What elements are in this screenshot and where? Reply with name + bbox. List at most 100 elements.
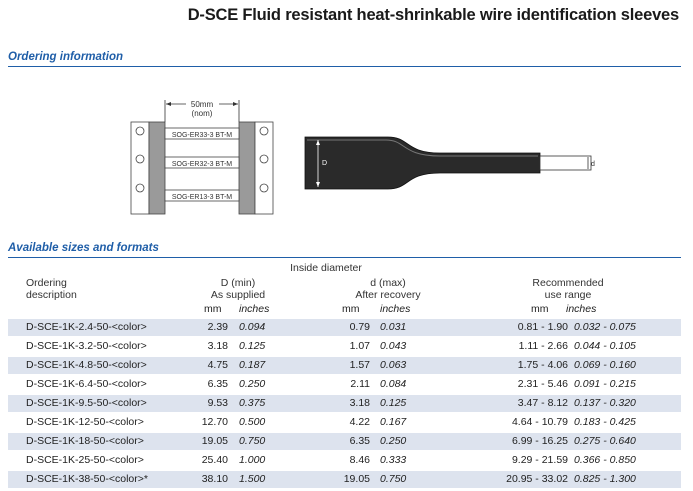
cell-d-mm: 2.11	[350, 378, 370, 390]
cell-d-in: 0.031	[380, 321, 407, 333]
table-row: D-SCE-1K-18-50-<color> 19.05 0.750 6.35 0.25…	[8, 433, 681, 450]
cell-desc: D-SCE-1K-3.2-50-<color>	[26, 340, 147, 352]
big-d-arrow-top-icon	[316, 140, 320, 145]
cell-r-in: 0.366 - 0.850	[574, 454, 636, 466]
col-header-ordering: Ordering description	[26, 277, 77, 301]
sprocket-hole-icon	[259, 126, 269, 136]
sprocket-hole-icon	[135, 126, 145, 136]
cell-d-in: 0.167	[380, 416, 407, 428]
cell-d-in: 1.000	[239, 454, 266, 466]
carrier-strip-right	[254, 121, 274, 215]
carrier-band-right	[238, 121, 256, 215]
cell-desc: D-SCE-1K-38-50-<color>*	[26, 473, 148, 485]
cell-r-mm: 20.95 - 33.02	[506, 473, 568, 485]
big-d-arrow-bottom-icon	[316, 182, 320, 187]
small-d-label: d	[591, 161, 595, 168]
cell-r-mm: 2.31 - 5.46	[517, 378, 568, 390]
cell-desc: D-SCE-1K-25-50-<color>	[26, 454, 144, 466]
page-title: D-SCE Fluid resistant heat-shrinkable wi…	[187, 6, 680, 24]
sleeve-shape	[304, 136, 541, 190]
table-row: D-SCE-1K-4.8-50-<color> 4.75 0.187 1.57 0.06…	[8, 357, 681, 374]
cell-d-in: 0.333	[380, 454, 407, 466]
cell-desc: D-SCE-1K-4.8-50-<color>	[26, 359, 147, 371]
sprocket-hole-icon	[259, 154, 269, 164]
cell-d-in: 0.250	[239, 378, 266, 390]
unit-in-D: inches	[239, 303, 270, 315]
cell-r-mm: 1.11 - 2.66	[518, 340, 568, 352]
cell-d-mm: 12.70	[201, 416, 228, 428]
cell-d-in: 0.125	[239, 340, 266, 352]
sleeve-carrier: SOG-ER33-3 BT-M SOG-ER32-3 BT-M SOG-ER13…	[130, 121, 274, 215]
cell-d-mm: 9.53	[207, 397, 228, 409]
cell-desc: D-SCE-1K-12-50-<color>	[26, 416, 144, 428]
table-row: D-SCE-1K-2.4-50-<color> 2.39 0.094 0.79 0.03…	[8, 319, 681, 336]
cell-desc: D-SCE-1K-9.5-50-<color>	[26, 397, 147, 409]
cell-d-mm: 6.35	[207, 378, 228, 390]
carrier-strip-left	[130, 121, 150, 215]
cell-r-mm: 9.29 - 21.59	[511, 454, 568, 466]
cell-d-mm: 4.75	[207, 359, 228, 371]
cell-r-in: 0.069 - 0.160	[574, 359, 636, 371]
cell-r-mm: 4.64 - 10.79	[511, 416, 568, 428]
cell-r-in: 0.275 - 0.640	[574, 435, 636, 447]
cell-r-in: 0.032 - 0.075	[574, 321, 636, 333]
cell-d-in: 0.187	[239, 359, 266, 371]
dimension-label: 50mm	[191, 100, 214, 109]
col-header-d-min: D (min) As supplied	[210, 277, 266, 301]
unit-in-r: inches	[566, 303, 597, 315]
cell-d-in: 0.750	[380, 473, 407, 485]
cell-d-mm: 25.40	[201, 454, 228, 466]
carrier-band-left	[148, 121, 166, 215]
sleeve-1	[164, 127, 240, 140]
cell-r-in: 0.044 - 0.105	[574, 340, 636, 352]
dimension-label-nom: (nom)	[192, 109, 213, 118]
cell-r-in: 0.825 - 1.300	[574, 473, 636, 485]
sleeve-label-1: SOG-ER33-3 BT-M	[172, 132, 232, 139]
cell-r-in: 0.183 - 0.425	[574, 416, 636, 428]
sprocket-hole-icon	[135, 183, 145, 193]
cell-desc: D-SCE-1K-6.4-50-<color>	[26, 378, 147, 390]
dimension-indicator: 50mm (nom)	[164, 100, 240, 122]
available-sizes-heading: Available sizes and formats	[8, 242, 159, 254]
cell-d-in: 0.250	[380, 435, 407, 447]
cell-r-in: 0.091 - 0.215	[574, 378, 636, 390]
ordering-info-heading: Ordering information	[8, 51, 123, 63]
shrink-profile-diagram: D d	[304, 136, 595, 190]
arrow-left-icon	[166, 102, 171, 106]
table-row: D-SCE-1K-6.4-50-<color> 6.35 0.250 2.11 0.08…	[8, 376, 681, 393]
unit-in-d: inches	[380, 303, 411, 315]
cell-r-mm: 3.47 - 8.12	[517, 397, 568, 409]
sleeve-2	[164, 156, 240, 169]
cell-d-mm: 6.35	[349, 435, 370, 447]
cell-d-in: 0.375	[239, 397, 266, 409]
cell-d-mm: 3.18	[207, 340, 228, 352]
cell-d-in: 0.125	[380, 397, 407, 409]
cell-d-mm: 0.79	[349, 321, 370, 333]
col-header-d-max: d (max) After recovery	[355, 277, 421, 301]
product-diagrams: 50mm (nom) SOG-ER33-3 BT-M SOG-ER32-3 BT…	[130, 100, 595, 215]
cell-d-in: 0.750	[239, 435, 266, 447]
table-row: D-SCE-1K-12-50-<color> 12.70 0.500 4.22 0.16…	[8, 414, 681, 431]
cell-d-mm: 38.10	[201, 473, 228, 485]
arrow-right-icon	[233, 102, 238, 106]
cell-d-in: 1.500	[239, 473, 266, 485]
col-header-recommended: Recommended use range	[532, 277, 604, 301]
cell-d-mm: 3.18	[349, 397, 370, 409]
ordering-info-rule	[8, 66, 681, 67]
unit-mm-r: mm	[531, 303, 549, 315]
sleeve-highlight	[307, 139, 538, 157]
cell-d-mm: 19.05	[343, 473, 370, 485]
unit-mm-D: mm	[204, 303, 222, 315]
table-row: D-SCE-1K-9.5-50-<color> 9.53 0.375 3.18 0.12…	[8, 395, 681, 412]
cell-r-mm: 1.75 - 4.06	[517, 359, 568, 371]
cell-d-mm: 8.46	[349, 454, 370, 466]
cell-d-mm: 4.22	[349, 416, 370, 428]
sprocket-hole-icon	[259, 183, 269, 193]
group-header-inside-diameter: Inside diameter	[290, 262, 362, 274]
cell-d-in: 0.094	[239, 321, 266, 333]
cell-d-in: 0.063	[380, 359, 407, 371]
available-sizes-rule	[8, 257, 681, 258]
sleeve-label-3: SOG-ER13-3 BT-M	[172, 194, 232, 201]
cell-d-mm: 19.05	[201, 435, 228, 447]
unit-mm-d: mm	[342, 303, 360, 315]
